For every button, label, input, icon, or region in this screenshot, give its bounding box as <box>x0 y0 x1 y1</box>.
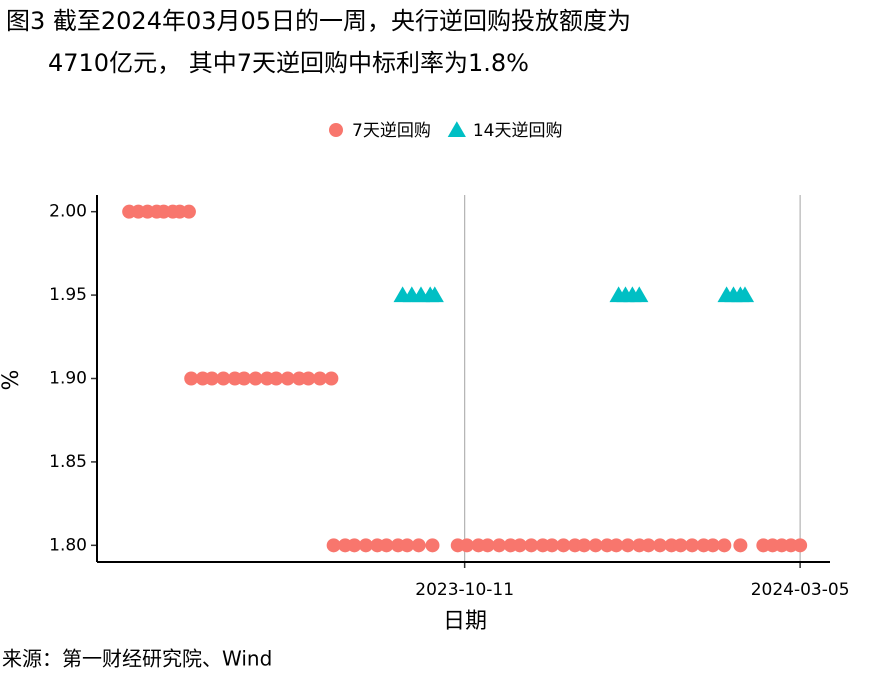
point <box>326 538 341 553</box>
point <box>685 538 700 553</box>
point <box>280 371 295 386</box>
y-tick-label: 1.95 <box>49 285 87 305</box>
point <box>524 538 539 553</box>
point <box>312 371 327 386</box>
point <box>400 538 415 553</box>
point <box>652 538 667 553</box>
point <box>733 538 748 553</box>
point <box>358 538 373 553</box>
point <box>184 371 199 386</box>
x-tick-label: 2023-10-11 <box>415 580 514 600</box>
point <box>673 538 688 553</box>
legend-marker <box>447 121 466 137</box>
point <box>301 371 316 386</box>
source: 来源：第一财经研究院、Wind <box>2 647 272 671</box>
point <box>204 371 219 386</box>
point <box>512 538 527 553</box>
legend-marker <box>329 123 343 137</box>
point <box>556 538 571 553</box>
y-tick-label: 1.80 <box>49 535 87 555</box>
point <box>641 538 656 553</box>
point <box>492 538 507 553</box>
point <box>237 371 252 386</box>
y-axis-label: % <box>0 370 24 391</box>
chart-title: 图3 截至2024年03月05日的一周，央行逆回购投放额度为 <box>6 7 631 35</box>
y-tick-label: 1.90 <box>49 369 87 389</box>
point <box>411 538 426 553</box>
point <box>609 538 624 553</box>
point <box>459 538 474 553</box>
chart-title: 4710亿元， 其中7天逆回购中标利率为1.8% <box>48 49 529 77</box>
y-tick-label: 1.85 <box>49 452 87 472</box>
point <box>425 538 440 553</box>
x-tick-label: 2024-03-05 <box>751 580 850 600</box>
point <box>544 538 559 553</box>
point <box>717 538 732 553</box>
point <box>620 538 635 553</box>
point <box>324 371 339 386</box>
point <box>425 286 444 303</box>
x-axis-label: 日期 <box>443 609 487 634</box>
point <box>735 286 755 303</box>
point <box>181 204 196 219</box>
point <box>216 371 231 386</box>
point <box>577 538 592 553</box>
point <box>588 538 603 553</box>
point <box>480 538 495 553</box>
point <box>248 371 263 386</box>
legend-label: 7天逆回购 <box>352 121 431 141</box>
legend-label: 14天逆回购 <box>473 121 563 141</box>
point <box>705 538 720 553</box>
point <box>269 371 284 386</box>
point <box>630 286 649 303</box>
point <box>379 538 394 553</box>
point <box>347 538 362 553</box>
point <box>793 538 808 553</box>
y-tick-label: 2.00 <box>49 202 87 222</box>
